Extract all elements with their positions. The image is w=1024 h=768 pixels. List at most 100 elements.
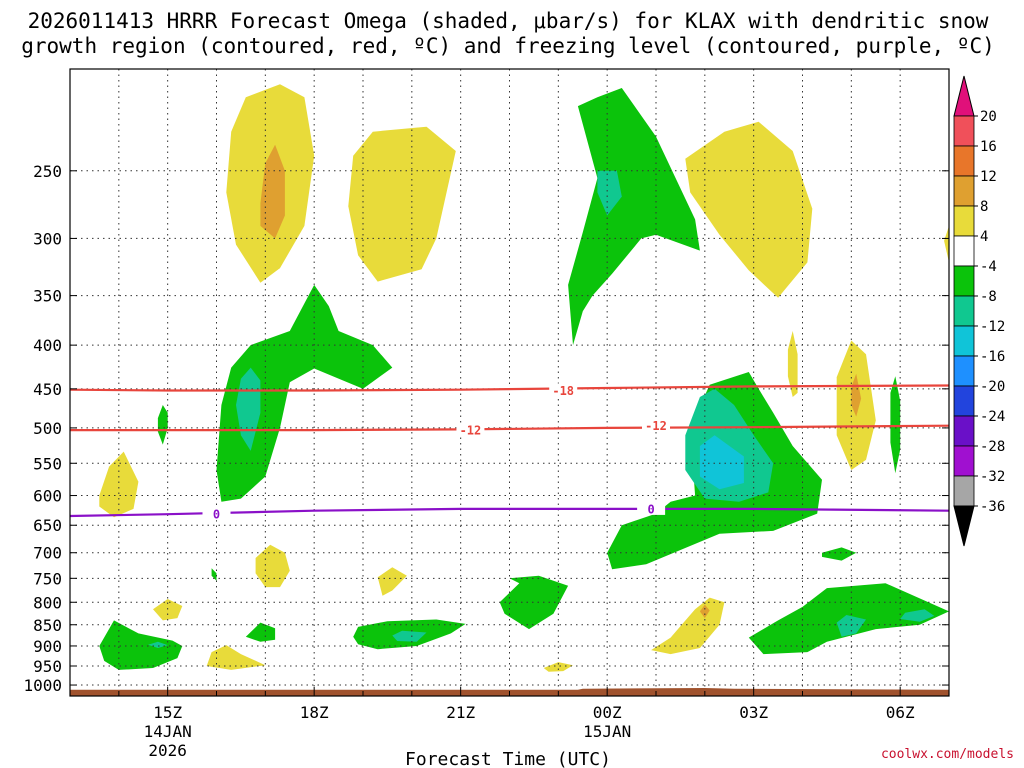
omega-sinking-region xyxy=(822,547,857,561)
colorbar-label: 4 xyxy=(980,229,988,245)
omega-sinking-region xyxy=(245,622,276,642)
omega-rising-region xyxy=(153,599,183,621)
y-tick-label: 850 xyxy=(33,616,62,635)
colorbar-swatch xyxy=(953,265,975,297)
colorbar-label: -32 xyxy=(980,469,1005,485)
colorbar-label: -16 xyxy=(980,349,1005,365)
colorbar-swatch xyxy=(953,475,975,507)
colorbar-label: -20 xyxy=(980,379,1005,395)
contour-label-bg xyxy=(456,423,485,437)
colorbar-label: -12 xyxy=(980,319,1005,335)
colorbar-swatch xyxy=(953,445,975,477)
omega-sinking-region xyxy=(392,630,427,642)
omega-sinking-region xyxy=(568,88,700,346)
dgz-minus18-line xyxy=(70,384,949,392)
omega-sinking-region xyxy=(597,170,622,216)
y-tick-label: 300 xyxy=(33,229,62,248)
y-tick-label: 900 xyxy=(33,637,62,656)
omega-rising-region xyxy=(651,597,725,655)
omega-sinking-region xyxy=(699,435,744,490)
omega-sinking-region xyxy=(216,284,393,502)
x-tick-year-label: 2026 xyxy=(148,741,187,760)
x-tick-date-label: 15JAN xyxy=(583,722,631,741)
omega-sinking-region xyxy=(211,568,217,581)
y-tick-label: 400 xyxy=(33,336,62,355)
y-tick-label: 500 xyxy=(33,419,62,438)
colorbar-label: 16 xyxy=(980,139,997,155)
colorbar-swatch xyxy=(953,355,975,387)
colorbar-swatch xyxy=(953,235,975,267)
contour-label: 0 xyxy=(213,508,220,522)
omega-rising-region xyxy=(851,373,862,417)
colorbar-swatch xyxy=(953,175,975,207)
omega-rising-region xyxy=(348,126,456,282)
omega-sinking-region xyxy=(499,575,569,630)
omega-rising-region xyxy=(944,225,949,263)
omega-rising-region xyxy=(255,544,290,588)
omega-rising-region xyxy=(699,604,710,619)
contour-label-bg xyxy=(202,507,231,521)
colorbar-label: 12 xyxy=(980,169,997,185)
x-axis-title: Forecast Time (UTC) xyxy=(405,749,611,768)
x-tick-label: 18Z xyxy=(300,703,329,722)
omega-rising-region xyxy=(377,567,407,596)
x-tick-label: 00Z xyxy=(593,703,622,722)
y-tick-label: 650 xyxy=(33,516,62,535)
colorbar-swatch xyxy=(953,385,975,417)
dgz-minus12-line xyxy=(70,424,949,432)
contour-label-bg xyxy=(642,418,670,432)
x-tick-date-label: 14JAN xyxy=(144,722,192,741)
chart-title-line2: growth region (contoured, red, ºC) and f… xyxy=(21,34,995,58)
colorbar-label: -8 xyxy=(980,289,997,305)
colorbar-swatch xyxy=(953,205,975,237)
y-tick-label: 550 xyxy=(33,454,62,473)
contour-label: 0 xyxy=(647,502,654,516)
colorbar-label: -4 xyxy=(980,259,997,275)
credit-text: coolwx.com/models xyxy=(881,747,1014,762)
colorbar-bottom-arrow xyxy=(953,505,975,547)
omega-rising-region xyxy=(260,144,285,239)
y-tick-label: 250 xyxy=(33,162,62,181)
x-tick-label: 21Z xyxy=(446,703,475,722)
omega-sinking-region xyxy=(148,641,168,648)
omega-rising-region xyxy=(206,645,266,670)
y-tick-label: 800 xyxy=(33,593,62,612)
omega-sinking-region xyxy=(890,376,901,474)
contour-label: -12 xyxy=(460,424,482,438)
contour-label: -12 xyxy=(645,419,667,433)
contour-label-bg xyxy=(549,383,578,397)
colorbar-top-arrow xyxy=(953,75,975,117)
chart-title-line1: 2026011413 HRRR Forecast Omega (shaded, … xyxy=(28,9,989,33)
colorbar-label: 8 xyxy=(980,199,988,215)
contour-label: -18 xyxy=(552,384,574,398)
omega-sinking-region xyxy=(99,620,183,670)
omega-sinking-region xyxy=(157,405,168,445)
colorbar-swatch xyxy=(953,295,975,327)
y-tick-label: 600 xyxy=(33,487,62,506)
x-tick-label: 06Z xyxy=(886,703,915,722)
y-tick-label: 450 xyxy=(33,380,62,399)
omega-sinking-region xyxy=(900,609,935,622)
colorbar-swatch xyxy=(953,115,975,147)
omega-rising-region xyxy=(543,662,573,672)
colorbar-label: -36 xyxy=(980,499,1005,515)
contour-label-bg xyxy=(637,501,666,515)
colorbar-swatch xyxy=(953,415,975,447)
y-tick-label: 700 xyxy=(33,544,62,563)
colorbar-label: -28 xyxy=(980,439,1005,455)
y-tick-label: 750 xyxy=(33,569,62,588)
omega-rising-region xyxy=(685,121,813,298)
y-tick-label: 1000 xyxy=(23,676,62,695)
colorbar-swatch xyxy=(953,145,975,177)
colorbar-label: -24 xyxy=(980,409,1005,425)
x-tick-label: 15Z xyxy=(153,703,182,722)
omega-rising-region xyxy=(787,331,798,397)
colorbar-swatch xyxy=(953,325,975,357)
y-tick-label: 950 xyxy=(33,657,62,676)
colorbar-label: 20 xyxy=(980,109,997,125)
freezing-level-0-line xyxy=(70,507,949,518)
omega-rising-region xyxy=(99,451,139,518)
x-tick-label: 03Z xyxy=(739,703,768,722)
y-tick-label: 350 xyxy=(33,287,62,306)
